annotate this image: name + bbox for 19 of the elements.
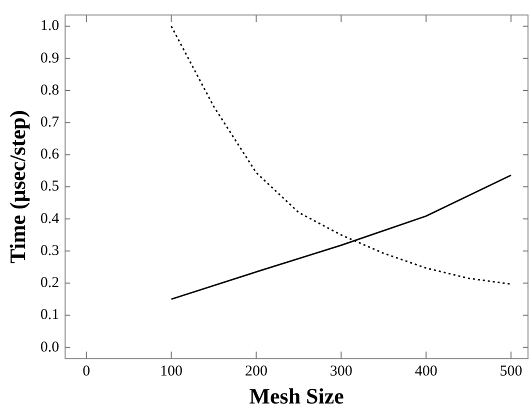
x-tick-label: 300 — [330, 364, 352, 380]
x-tick-label: 100 — [160, 364, 183, 380]
y-axis-title: Time (µsec/step) — [4, 110, 30, 264]
y-tick-label: 0.4 — [40, 210, 60, 227]
y-tick-label: 0.6 — [40, 146, 60, 163]
x-tick-label: 500 — [500, 364, 522, 380]
y-tick-label: 0.5 — [40, 178, 60, 195]
y-tick-label: 0.2 — [40, 275, 60, 292]
x-tick-label: 0 — [82, 364, 90, 380]
x-axis-title: Mesh Size — [249, 383, 344, 408]
y-tick-label: 0.8 — [40, 82, 60, 98]
y-tick-label: 0.1 — [40, 307, 60, 324]
y-tick-label: 0.0 — [40, 339, 60, 356]
y-tick-label: 0.3 — [40, 242, 60, 259]
y-tick-label: 0.9 — [40, 50, 60, 66]
x-tick-label: 200 — [244, 364, 268, 380]
y-tick-label: 0.7 — [40, 114, 60, 131]
y-tick-label: 1.0 — [40, 18, 60, 34]
x-tick-label: 400 — [414, 364, 438, 380]
